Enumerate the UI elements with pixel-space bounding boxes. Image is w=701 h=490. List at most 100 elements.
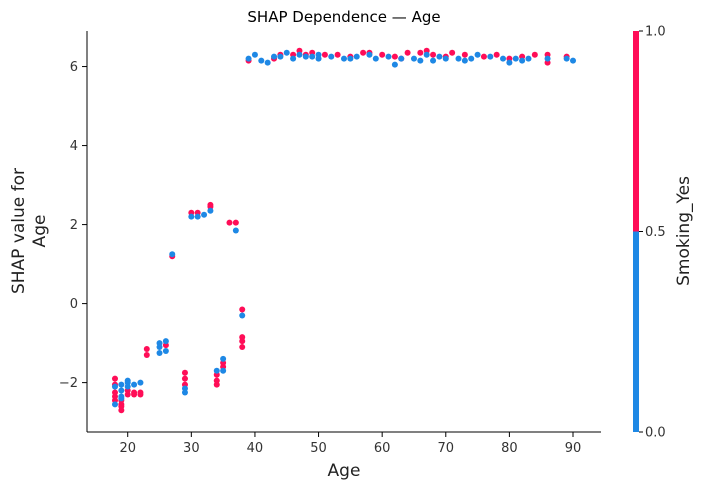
scatter-point bbox=[430, 51, 437, 58]
scatter-point bbox=[461, 57, 468, 64]
scatter-point bbox=[169, 251, 176, 258]
scatter-point bbox=[525, 55, 532, 62]
x-ticks: 20 30 40 50 60 70 80 90 bbox=[119, 432, 581, 456]
y-tick-label: 6 bbox=[70, 60, 78, 75]
scatter-point bbox=[423, 51, 430, 58]
scatter-point bbox=[296, 51, 303, 58]
scatter-point bbox=[315, 55, 322, 62]
scatter-point bbox=[302, 53, 309, 60]
scatter-point bbox=[309, 53, 316, 60]
scatter-point bbox=[372, 55, 379, 62]
y-tick-label: −2 bbox=[59, 376, 78, 391]
scatter-point bbox=[366, 51, 373, 58]
scatter-point bbox=[245, 55, 252, 62]
x-tick-label: 60 bbox=[374, 441, 391, 456]
scatter-point bbox=[220, 367, 227, 374]
scatter-point bbox=[239, 312, 246, 319]
scatter-point bbox=[321, 51, 328, 58]
colorbar-label: Smoking_Yes bbox=[674, 176, 694, 286]
scatter-point bbox=[143, 346, 150, 353]
y-tick-label: 0 bbox=[70, 297, 78, 312]
scatter-point bbox=[493, 51, 500, 58]
scatter-point bbox=[398, 55, 405, 62]
scatter-point bbox=[118, 387, 125, 394]
scatter-point bbox=[207, 207, 214, 214]
scatter-point bbox=[487, 53, 494, 60]
scatter-point bbox=[232, 219, 239, 226]
scatter-point bbox=[353, 53, 360, 60]
x-axis-label: Age bbox=[328, 461, 361, 481]
y-axis-label: SHAP value for Age bbox=[9, 168, 50, 294]
scatter-point bbox=[417, 57, 424, 64]
y-tick-label: 4 bbox=[70, 139, 78, 154]
scatter-point bbox=[379, 51, 386, 58]
scatter-point bbox=[531, 51, 538, 58]
y-tick-label: 2 bbox=[70, 218, 78, 233]
scatter-point bbox=[201, 211, 208, 218]
x-tick-label: 80 bbox=[501, 441, 518, 456]
scatter-point bbox=[118, 403, 125, 410]
scatter-point bbox=[277, 53, 284, 60]
scatter-point bbox=[430, 57, 437, 64]
scatter-point bbox=[385, 53, 392, 60]
scatter-point bbox=[213, 367, 220, 374]
colorbar-tick-label: 0.0 bbox=[645, 426, 666, 441]
scatter-point bbox=[251, 51, 258, 58]
scatter-point bbox=[474, 51, 481, 58]
scatter-point bbox=[156, 349, 163, 356]
scatter-point bbox=[410, 55, 417, 62]
x-tick-label: 70 bbox=[438, 441, 455, 456]
colorbar-tick-label: 1.0 bbox=[645, 25, 666, 40]
scatter-points bbox=[111, 47, 577, 414]
scatter-point bbox=[131, 389, 138, 396]
x-tick-label: 40 bbox=[247, 441, 264, 456]
scatter-point bbox=[137, 389, 144, 396]
colorbar bbox=[633, 31, 639, 432]
scatter-point bbox=[162, 348, 169, 355]
scatter-point bbox=[506, 59, 513, 66]
scatter-point bbox=[156, 340, 163, 347]
x-tick-label: 50 bbox=[310, 441, 327, 456]
scatter-point bbox=[461, 51, 468, 58]
scatter-point bbox=[181, 369, 188, 376]
scatter-point bbox=[220, 355, 227, 362]
scatter-point bbox=[468, 55, 475, 62]
scatter-point bbox=[194, 213, 201, 220]
scatter-point bbox=[188, 213, 195, 220]
colorbar-tick-label: 0.5 bbox=[645, 225, 666, 240]
scatter-point bbox=[544, 55, 551, 62]
scatter-point bbox=[181, 375, 188, 382]
x-tick-label: 90 bbox=[565, 441, 582, 456]
scatter-point bbox=[347, 55, 354, 62]
scatter-point bbox=[118, 381, 125, 388]
scatter-point bbox=[111, 375, 118, 382]
y-ticks: −2 0 2 4 6 bbox=[59, 60, 87, 391]
scatter-point bbox=[341, 55, 347, 62]
scatter-point bbox=[283, 49, 290, 56]
scatter-point bbox=[258, 57, 265, 64]
scatter-point bbox=[162, 338, 169, 345]
scatter-point bbox=[131, 381, 138, 388]
chart-title: SHAP Dependence — Age bbox=[247, 8, 440, 26]
scatter-point bbox=[111, 389, 118, 396]
scatter-point bbox=[436, 53, 443, 60]
y-axis-label-line-1: SHAP value for bbox=[9, 168, 29, 294]
scatter-point bbox=[239, 334, 246, 341]
scatter-point bbox=[181, 385, 188, 392]
scatter-point bbox=[143, 351, 150, 358]
scatter-point bbox=[226, 219, 233, 226]
x-tick-label: 20 bbox=[119, 441, 136, 456]
scatter-point bbox=[118, 393, 125, 400]
scatter-point bbox=[239, 344, 246, 351]
scatter-point bbox=[500, 55, 507, 62]
x-tick-label: 30 bbox=[183, 441, 200, 456]
scatter-point bbox=[239, 306, 246, 313]
scatter-point bbox=[391, 61, 398, 68]
scatter-point bbox=[563, 55, 570, 62]
scatter-point bbox=[360, 49, 367, 56]
scatter-point bbox=[391, 53, 398, 60]
scatter-point bbox=[519, 57, 526, 64]
scatter-point bbox=[570, 57, 577, 64]
scatter-point bbox=[417, 49, 424, 56]
